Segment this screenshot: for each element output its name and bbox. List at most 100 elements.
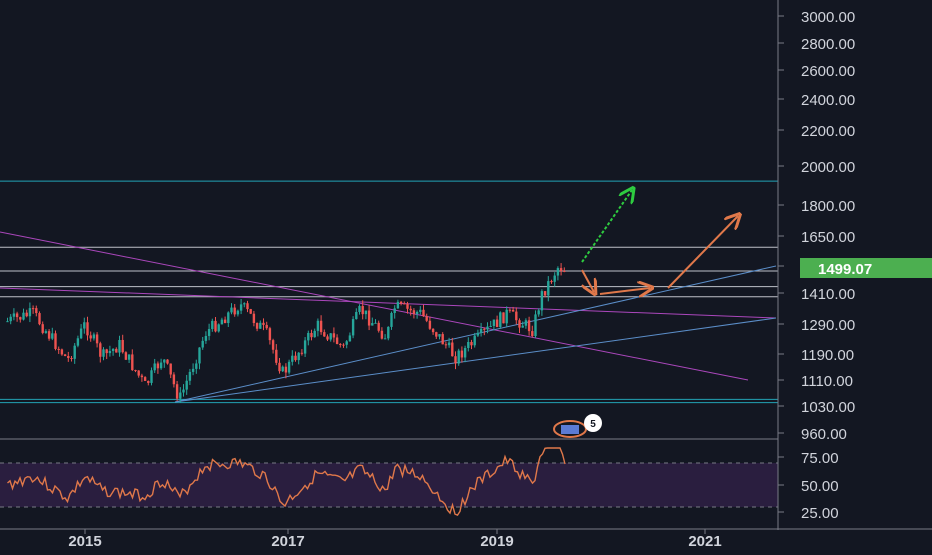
candle-body (355, 311, 358, 320)
candle-body (25, 312, 28, 317)
candle-body (444, 344, 448, 346)
candle-body (249, 309, 252, 314)
candle-body (265, 324, 268, 329)
candle-body (412, 310, 416, 315)
candle-body (470, 342, 473, 346)
candle-body (345, 341, 348, 345)
candle-body (259, 322, 262, 329)
candle-body (467, 342, 470, 349)
candle-body (377, 322, 380, 331)
candle-body (83, 322, 86, 329)
candle-body (239, 304, 243, 311)
price-tick-label: 2800.00 (801, 36, 855, 53)
candle-body (454, 356, 457, 364)
time-tick-label: 2019 (480, 533, 513, 550)
candle-body (15, 313, 19, 318)
candle-body (262, 322, 265, 325)
candle-body (28, 308, 32, 317)
candle-body (31, 308, 35, 310)
candle-body (403, 303, 406, 305)
candle-body (227, 312, 230, 324)
candle-body (44, 331, 48, 333)
candle-body (243, 303, 246, 305)
candle-body (163, 359, 166, 363)
candle-body (223, 319, 227, 324)
candle-body (460, 350, 464, 358)
candle-body (387, 326, 390, 339)
candle-body (451, 342, 454, 357)
candle-body (473, 335, 476, 346)
candle-body (147, 380, 150, 383)
candle-body (297, 352, 300, 361)
candle-body (54, 333, 57, 349)
candle-body (489, 325, 492, 327)
candle-body (348, 335, 352, 342)
candle-body (380, 330, 384, 339)
rsi-tick-label: 25.00 (801, 505, 839, 522)
candle-body (441, 334, 444, 345)
candle-body (175, 384, 179, 399)
candle-body (300, 352, 304, 354)
candle-body (134, 370, 137, 372)
current-price-tag-bg (800, 258, 932, 278)
candle-body (521, 325, 524, 328)
candle-body (291, 355, 294, 362)
candle-body (339, 344, 342, 346)
candle-body (563, 270, 566, 272)
candle-body (150, 370, 153, 383)
candle-body (435, 332, 438, 337)
events-count: 5 (590, 419, 596, 430)
candle-body (121, 339, 124, 353)
candle-body (499, 312, 502, 328)
candle-body (364, 310, 368, 315)
candle-body (524, 320, 528, 326)
candle-body (220, 319, 224, 325)
candle-body (329, 333, 332, 340)
candle-body (99, 343, 102, 357)
candle-body (188, 371, 192, 381)
candle-body (371, 323, 374, 326)
candle-body (105, 349, 108, 354)
candle-body (230, 307, 233, 313)
candle-body (22, 312, 25, 320)
events-badge[interactable]: 5 (553, 414, 602, 438)
candle-body (527, 320, 531, 332)
candle-body (515, 311, 518, 321)
candle-body (172, 374, 176, 385)
candle-body (201, 340, 204, 348)
candle-body (156, 363, 160, 369)
candle-body (207, 329, 211, 336)
candle-body (419, 309, 422, 312)
candle-body (399, 301, 403, 304)
candle-body (166, 359, 169, 364)
candle-body (476, 332, 480, 336)
candle-body (281, 366, 284, 372)
candle-body (393, 308, 396, 313)
candle-body (108, 351, 112, 354)
candle-body (367, 310, 371, 326)
candle-body (278, 362, 281, 372)
candle-body (540, 291, 544, 311)
candle-body (211, 320, 214, 330)
candle-body (111, 348, 115, 352)
candle-body (559, 268, 563, 271)
candle-body (182, 389, 185, 393)
candle-body (140, 375, 144, 378)
events-count-bubble (584, 414, 602, 432)
candle-body (73, 345, 76, 359)
price-tick-label: 1030.00 (801, 399, 855, 416)
rsi-layer (7, 447, 566, 516)
candle-body (383, 338, 387, 340)
events-badge-ring (553, 420, 587, 438)
arrow-layer (581, 190, 738, 294)
price-tick-label: 1410.00 (801, 286, 855, 303)
candle-body (115, 348, 118, 353)
time-tick-label: 2015 (68, 533, 101, 550)
candle-body (428, 320, 432, 329)
candle-body (537, 310, 540, 315)
rsi-tick-label: 50.00 (801, 478, 839, 495)
candle-body (303, 340, 307, 354)
candle-body (553, 275, 556, 282)
